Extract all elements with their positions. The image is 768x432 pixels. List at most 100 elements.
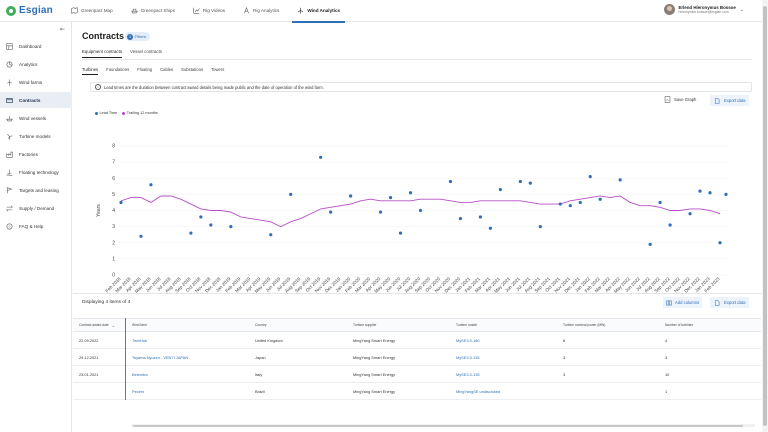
table-pinned-column: Contract award date ⌄ 22.09.2022 29.12.2…	[73, 318, 125, 400]
equipment-subtabs: Turbines Foundations Floating Cables Sub…	[82, 67, 232, 75]
table-row: Pecém Brazil MingYang Smart Energy MingY…	[126, 383, 761, 400]
lead-time-point	[229, 225, 233, 229]
column-header-model[interactable]: Turbine model	[456, 323, 477, 327]
subtab-turbines[interactable]: Turbines	[82, 67, 99, 75]
table-header: Wind farm Country Turbine supplier Turbi…	[126, 318, 761, 332]
sidebar-item-contracts[interactable]: Contracts	[0, 92, 72, 108]
country-cell: Japan	[255, 354, 266, 360]
supplier-cell: MingYang Smart Energy	[353, 354, 396, 360]
wind-farm-link[interactable]: Beleolico	[132, 371, 148, 377]
tab-vessel-contracts[interactable]: Vessel contracts	[130, 49, 163, 54]
supply-icon	[6, 205, 13, 211]
column-header-wind-farm[interactable]: Wind farm	[132, 323, 148, 327]
subtab-towers[interactable]: Towers	[211, 67, 225, 72]
lead-time-point	[349, 194, 353, 198]
turbine-model-link[interactable]: MingYangSE undisclosed	[456, 388, 501, 394]
subtab-cables[interactable]: Cables	[160, 67, 174, 72]
y-tick-label: 4	[112, 208, 115, 214]
sidebar-item-supply-demand[interactable]: Supply / Demand	[0, 200, 72, 216]
supplier-cell: MingYang Smart Energy	[353, 337, 396, 343]
column-header-country[interactable]: Country	[255, 323, 267, 327]
topnav-label: Rig Videos	[202, 8, 226, 13]
country-cell: United Kingdom	[255, 337, 283, 343]
filters-count-badge: 3	[127, 33, 133, 40]
topnav-label: Wind Analytics	[307, 8, 341, 13]
sidebar-item-label: Supply / Demand	[19, 205, 55, 211]
vertical-scrollbar[interactable]	[762, 0, 768, 432]
lead-time-point	[488, 226, 492, 230]
filters-label: Filters	[135, 34, 146, 39]
wind-farm-link[interactable]: Pecém	[132, 388, 145, 394]
award-date: 22.09.2022	[79, 337, 99, 343]
lead-time-point	[558, 202, 562, 206]
turbine-model-link[interactable]: MySE3.0-135	[456, 354, 480, 360]
sidebar-item-label: Wind farms	[19, 79, 43, 85]
lead-time-point	[398, 231, 403, 235]
y-tick-label: 1	[112, 256, 115, 262]
column-header-turbines[interactable]: Number of turbines	[665, 323, 694, 327]
column-header-award-date[interactable]: Contract award date ⌄	[73, 318, 125, 332]
lead-time-point	[538, 225, 542, 229]
sidebar-item-analytics[interactable]: Analytics	[0, 56, 72, 72]
turbines-cell: 10	[665, 371, 670, 377]
add-columns-button[interactable]: Add columns	[663, 297, 703, 308]
lead-time-point	[319, 155, 323, 159]
sidebar-item-wind-vessels[interactable]: Wind vessels	[0, 110, 72, 126]
turbine-model-link[interactable]: MySE3.0-135	[456, 371, 480, 377]
help-icon: ?	[6, 223, 13, 229]
sidebar-item-faq-help[interactable]: ? FAQ & Help	[0, 218, 72, 234]
column-header-power[interactable]: Turbine nominal power (MW)	[563, 323, 606, 327]
topnav-rig-analytics[interactable]: Rig Analytics	[234, 0, 288, 22]
lead-time-point	[378, 210, 383, 214]
sidebar-item-wind-farms[interactable]: Wind farms	[0, 74, 72, 90]
sidebar-item-turbine-models[interactable]: Turbine models	[0, 128, 72, 144]
subtab-foundations[interactable]: Foundations	[106, 67, 130, 72]
legend-label: Trailing 12 months	[126, 111, 158, 115]
table-row: TwinHub United Kingdom MingYang Smart En…	[126, 332, 761, 349]
lead-time-point	[724, 192, 728, 196]
wind-farm-link[interactable]: Toyama Nyuzen - VENTI JAPAN	[132, 354, 189, 360]
sidebar-item-floating-technology[interactable]: Floating technology	[0, 164, 72, 180]
lead-time-point	[648, 242, 652, 246]
subtab-floating[interactable]: Floating	[137, 67, 153, 72]
export-table-button[interactable]: Export data	[710, 297, 750, 308]
collapse-sidebar-icon[interactable]: ⇤	[60, 27, 66, 33]
turbine-model-link[interactable]: MySE3.0-180	[456, 337, 480, 343]
y-axis-label: Years	[96, 204, 102, 217]
sidebar-item-targets-leasing[interactable]: Targets and leasing	[0, 182, 72, 198]
topnav-greenpact-map[interactable]: Greenpact Map	[62, 0, 122, 22]
legend-label: Lead Time	[99, 111, 118, 115]
wind-farm-icon	[7, 79, 12, 86]
topnav-rig-videos[interactable]: Rig Videos	[184, 0, 234, 22]
export-chart-button[interactable]: Export data	[710, 95, 750, 106]
filters-button[interactable]: 3 Filters	[125, 32, 150, 41]
column-header-supplier[interactable]: Turbine supplier	[353, 323, 377, 327]
scrollbar-thumb[interactable]	[133, 424, 743, 427]
wind-farm-link[interactable]: TwinHub	[132, 337, 148, 343]
horizontal-scrollbar[interactable]	[125, 423, 761, 428]
sidebar-item-factories[interactable]: Factories	[0, 146, 72, 162]
wind-turbine-icon	[298, 7, 304, 14]
logo-text: Esgian	[19, 5, 53, 16]
supplier-cell: MingYang Smart Energy	[353, 371, 396, 377]
user-menu[interactable]: Erlend Hieronymus Bossoe hieronymus.boss…	[664, 4, 744, 15]
sidebar-item-label: Factories	[19, 151, 38, 157]
topnav-greenpact-ships[interactable]: Greenpact Ships	[122, 0, 184, 22]
sidebar-item-dashboard[interactable]: Dashboard	[0, 38, 72, 54]
lead-time-point	[658, 200, 662, 205]
contracts-icon	[6, 97, 13, 103]
dashboard-icon	[6, 42, 13, 50]
export-label: Export data	[724, 300, 746, 305]
esgian-logo[interactable]: Esgian	[0, 5, 62, 16]
info-banner: i Lead times are the duration between co…	[90, 82, 752, 92]
lead-time-point	[149, 183, 153, 187]
scrollbar-thumb[interactable]	[763, 6, 767, 426]
subtab-substations[interactable]: Substations	[181, 67, 204, 72]
tab-equipment-contracts[interactable]: Equipment contracts	[82, 49, 123, 58]
turbine-icon	[7, 133, 13, 140]
save-graph-button[interactable]: Save Graph	[664, 96, 696, 103]
top-bar: Esgian Greenpact Map Greenpact Ships Rig…	[0, 0, 762, 23]
legend-trailing[interactable]: Trailing 12 months	[122, 111, 158, 115]
topnav-wind-analytics[interactable]: Wind Analytics	[288, 0, 349, 23]
legend-lead-time[interactable]: Lead Time	[95, 111, 117, 115]
